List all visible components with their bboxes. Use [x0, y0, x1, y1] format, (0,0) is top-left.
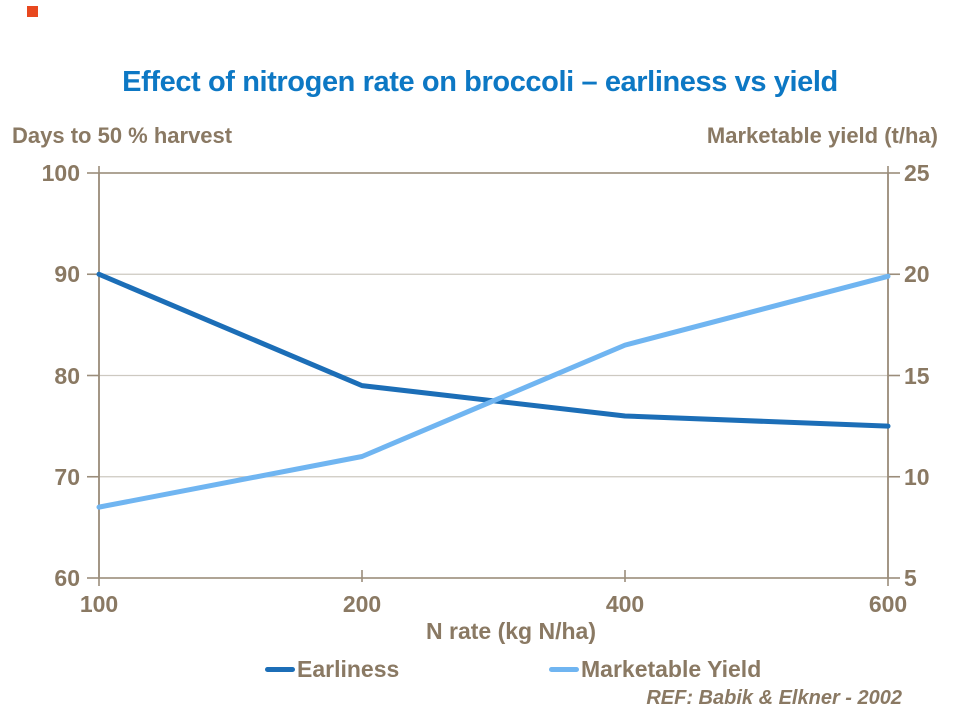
right-axis-tick-label: 10 [904, 463, 930, 490]
chart-title: Effect of nitrogen rate on broccoli – ea… [122, 66, 838, 98]
left-axis-tick-label: 90 [54, 261, 80, 288]
x-axis-tick-label: 400 [605, 591, 645, 617]
x-axis-tick-label: 100 [79, 591, 119, 617]
x-axis-title: N rate (kg N/ha) [426, 618, 596, 644]
right-axis-tick-label: 15 [904, 362, 930, 389]
legend-item-earliness: Earliness [265, 656, 399, 682]
slide-corner-marker [27, 6, 38, 17]
x-axis-tick-label: 600 [868, 591, 908, 617]
right-axis-header: Marketable yield (t/ha) [706, 123, 938, 148]
right-axis-tick-label: 25 [904, 160, 930, 186]
x-axis-tick-label: 200 [342, 591, 382, 617]
marketable-yield-line [96, 273, 891, 510]
legend-item-marketable-yield: Marketable Yield [549, 656, 761, 682]
right-axis-tick-label: 20 [904, 261, 930, 288]
legend-line-swatch [549, 666, 579, 672]
legend-label: Marketable Yield [581, 655, 762, 682]
left-axis-tick-label: 80 [54, 362, 80, 389]
left-axis-header: Days to 50 % harvest [12, 123, 233, 148]
left-axis-tick-label: 60 [54, 565, 80, 591]
left-axis-tick-label: 100 [41, 160, 80, 186]
reference-note: REF: Babik & Elkner - 2002 [646, 687, 902, 709]
legend-label: Earliness [297, 655, 400, 682]
left-axis-tick-label: 70 [54, 463, 80, 490]
right-axis-tick-label: 5 [904, 565, 917, 591]
legend-line-swatch [265, 666, 295, 672]
